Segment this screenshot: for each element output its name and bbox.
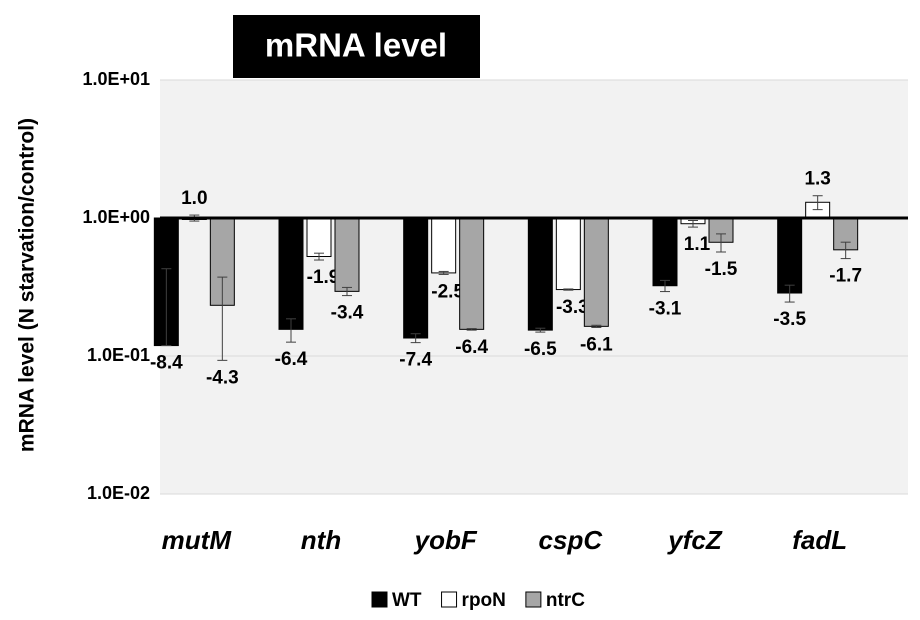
data-label: -6.4 xyxy=(455,337,488,358)
bar xyxy=(777,217,803,294)
legend-label: rpoN xyxy=(462,590,506,611)
legend-swatch xyxy=(371,591,388,608)
bar xyxy=(652,217,678,287)
bar xyxy=(583,217,609,327)
x-tick-label: mutM xyxy=(162,525,233,555)
data-label: -1.5 xyxy=(705,259,738,280)
data-label: -4.3 xyxy=(206,367,239,388)
y-tick-label: 1.0E-02 xyxy=(87,483,150,503)
data-label: 1.0 xyxy=(181,188,207,209)
legend-label: ntrC xyxy=(546,590,585,611)
bar xyxy=(334,217,360,292)
data-label: -1.9 xyxy=(307,267,340,288)
legend-swatch xyxy=(525,591,542,608)
data-label: -3.3 xyxy=(556,297,589,318)
legend-label: WT xyxy=(392,590,422,611)
data-label: -3.5 xyxy=(773,309,806,330)
data-label: -6.4 xyxy=(275,349,308,370)
bar xyxy=(306,217,332,258)
bar xyxy=(431,217,457,274)
x-tick-label: yobF xyxy=(413,525,478,555)
data-label: -2.5 xyxy=(431,281,464,302)
data-label: -3.1 xyxy=(649,299,682,320)
data-label: -8.4 xyxy=(150,353,183,374)
bar xyxy=(708,217,734,243)
chart-title: mRNA level xyxy=(265,27,447,64)
y-tick-label: 1.0E-01 xyxy=(87,345,150,365)
bar xyxy=(403,217,429,339)
bar xyxy=(278,217,304,330)
y-tick-label: 1.0E+01 xyxy=(82,69,150,89)
bar xyxy=(527,217,553,331)
data-label: -6.1 xyxy=(580,334,613,355)
data-label: -7.4 xyxy=(399,350,432,371)
data-label: -3.4 xyxy=(331,303,364,324)
data-label: -6.5 xyxy=(524,339,557,360)
x-tick-label: nth xyxy=(301,525,341,555)
x-tick-label: yfcZ xyxy=(666,525,723,555)
x-tick-label: fadL xyxy=(792,525,847,555)
y-axis-title: mRNA level (N starvation/control) xyxy=(16,118,39,452)
y-tick-label: 1.0E+00 xyxy=(82,207,150,227)
x-tick-label: cspC xyxy=(539,525,604,555)
title-box xyxy=(233,15,480,78)
data-label: 1.1 xyxy=(684,234,711,255)
bar xyxy=(555,217,581,291)
legend-swatch xyxy=(441,591,458,608)
bar xyxy=(459,217,485,330)
data-label: -1.7 xyxy=(829,266,862,287)
data-label: 1.3 xyxy=(804,169,830,190)
